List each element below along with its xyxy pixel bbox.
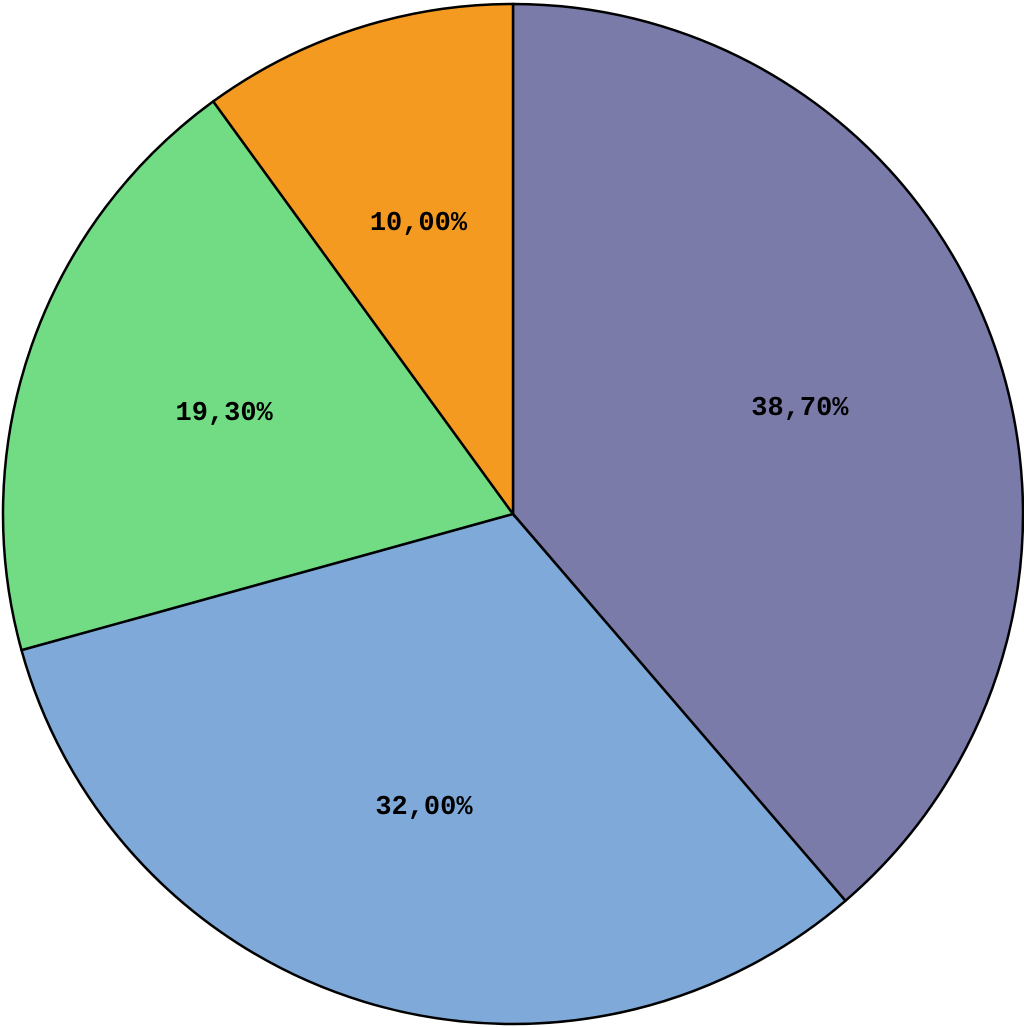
pie-slice [19,512,848,1026]
pie-slice [211,2,515,518]
data-label: 19,30% [176,399,274,429]
pie-slice [1,99,516,652]
pie-slice [511,2,1024,903]
data-label: 38,70% [751,394,849,424]
data-label: 32,00% [375,793,473,823]
data-label: 10,00% [370,209,468,239]
